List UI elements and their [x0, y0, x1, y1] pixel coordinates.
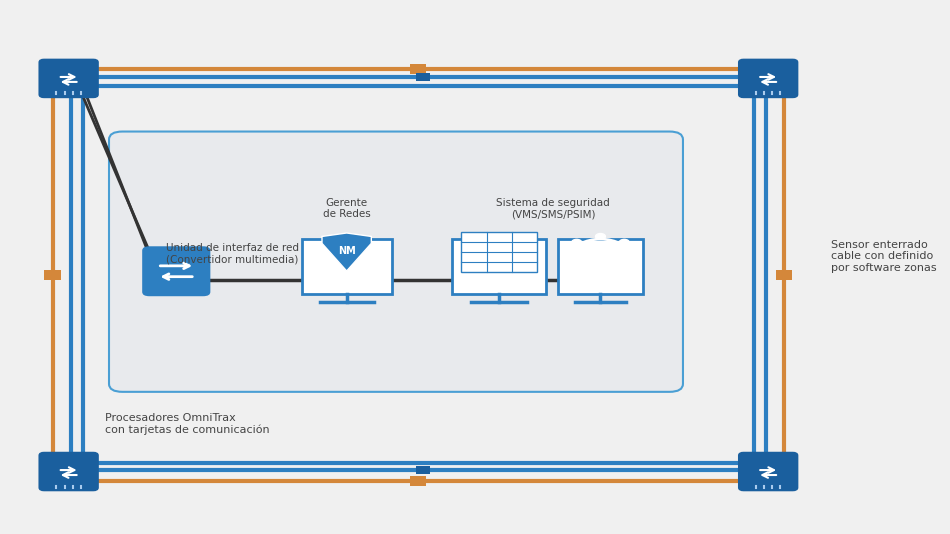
- Bar: [589, 255, 612, 267]
- Bar: [45, 270, 61, 280]
- FancyBboxPatch shape: [302, 239, 391, 294]
- Circle shape: [561, 254, 572, 260]
- Bar: [410, 64, 427, 74]
- Bar: [410, 476, 427, 486]
- Circle shape: [619, 268, 629, 273]
- FancyBboxPatch shape: [109, 131, 683, 392]
- Circle shape: [572, 268, 581, 273]
- FancyBboxPatch shape: [40, 60, 98, 97]
- Circle shape: [596, 233, 605, 239]
- Circle shape: [572, 239, 581, 245]
- Text: Sensor enterrado
cable con definido
por software zonas: Sensor enterrado cable con definido por …: [831, 240, 937, 273]
- Bar: [416, 466, 430, 474]
- Text: Sistema de seguridad
(VMS/SMS/PSIM): Sistema de seguridad (VMS/SMS/PSIM): [496, 198, 610, 219]
- FancyBboxPatch shape: [739, 60, 797, 97]
- FancyBboxPatch shape: [452, 239, 546, 294]
- Bar: [776, 270, 792, 280]
- Text: Gerente
de Redes: Gerente de Redes: [323, 198, 370, 219]
- FancyBboxPatch shape: [40, 453, 98, 490]
- PathPatch shape: [322, 233, 371, 271]
- FancyBboxPatch shape: [142, 246, 210, 296]
- FancyBboxPatch shape: [739, 453, 797, 490]
- Circle shape: [596, 273, 605, 279]
- Bar: [416, 73, 430, 81]
- Text: NM: NM: [338, 246, 355, 256]
- Bar: [462, 232, 537, 272]
- Circle shape: [629, 254, 639, 260]
- Text: Procesadores OmniTrax
con tarjetas de comunicación: Procesadores OmniTrax con tarjetas de co…: [104, 413, 269, 435]
- FancyBboxPatch shape: [558, 239, 643, 294]
- Text: Unidad de interfaz de red
(Convertidor multimedia): Unidad de interfaz de red (Convertidor m…: [165, 242, 298, 264]
- Circle shape: [619, 239, 629, 245]
